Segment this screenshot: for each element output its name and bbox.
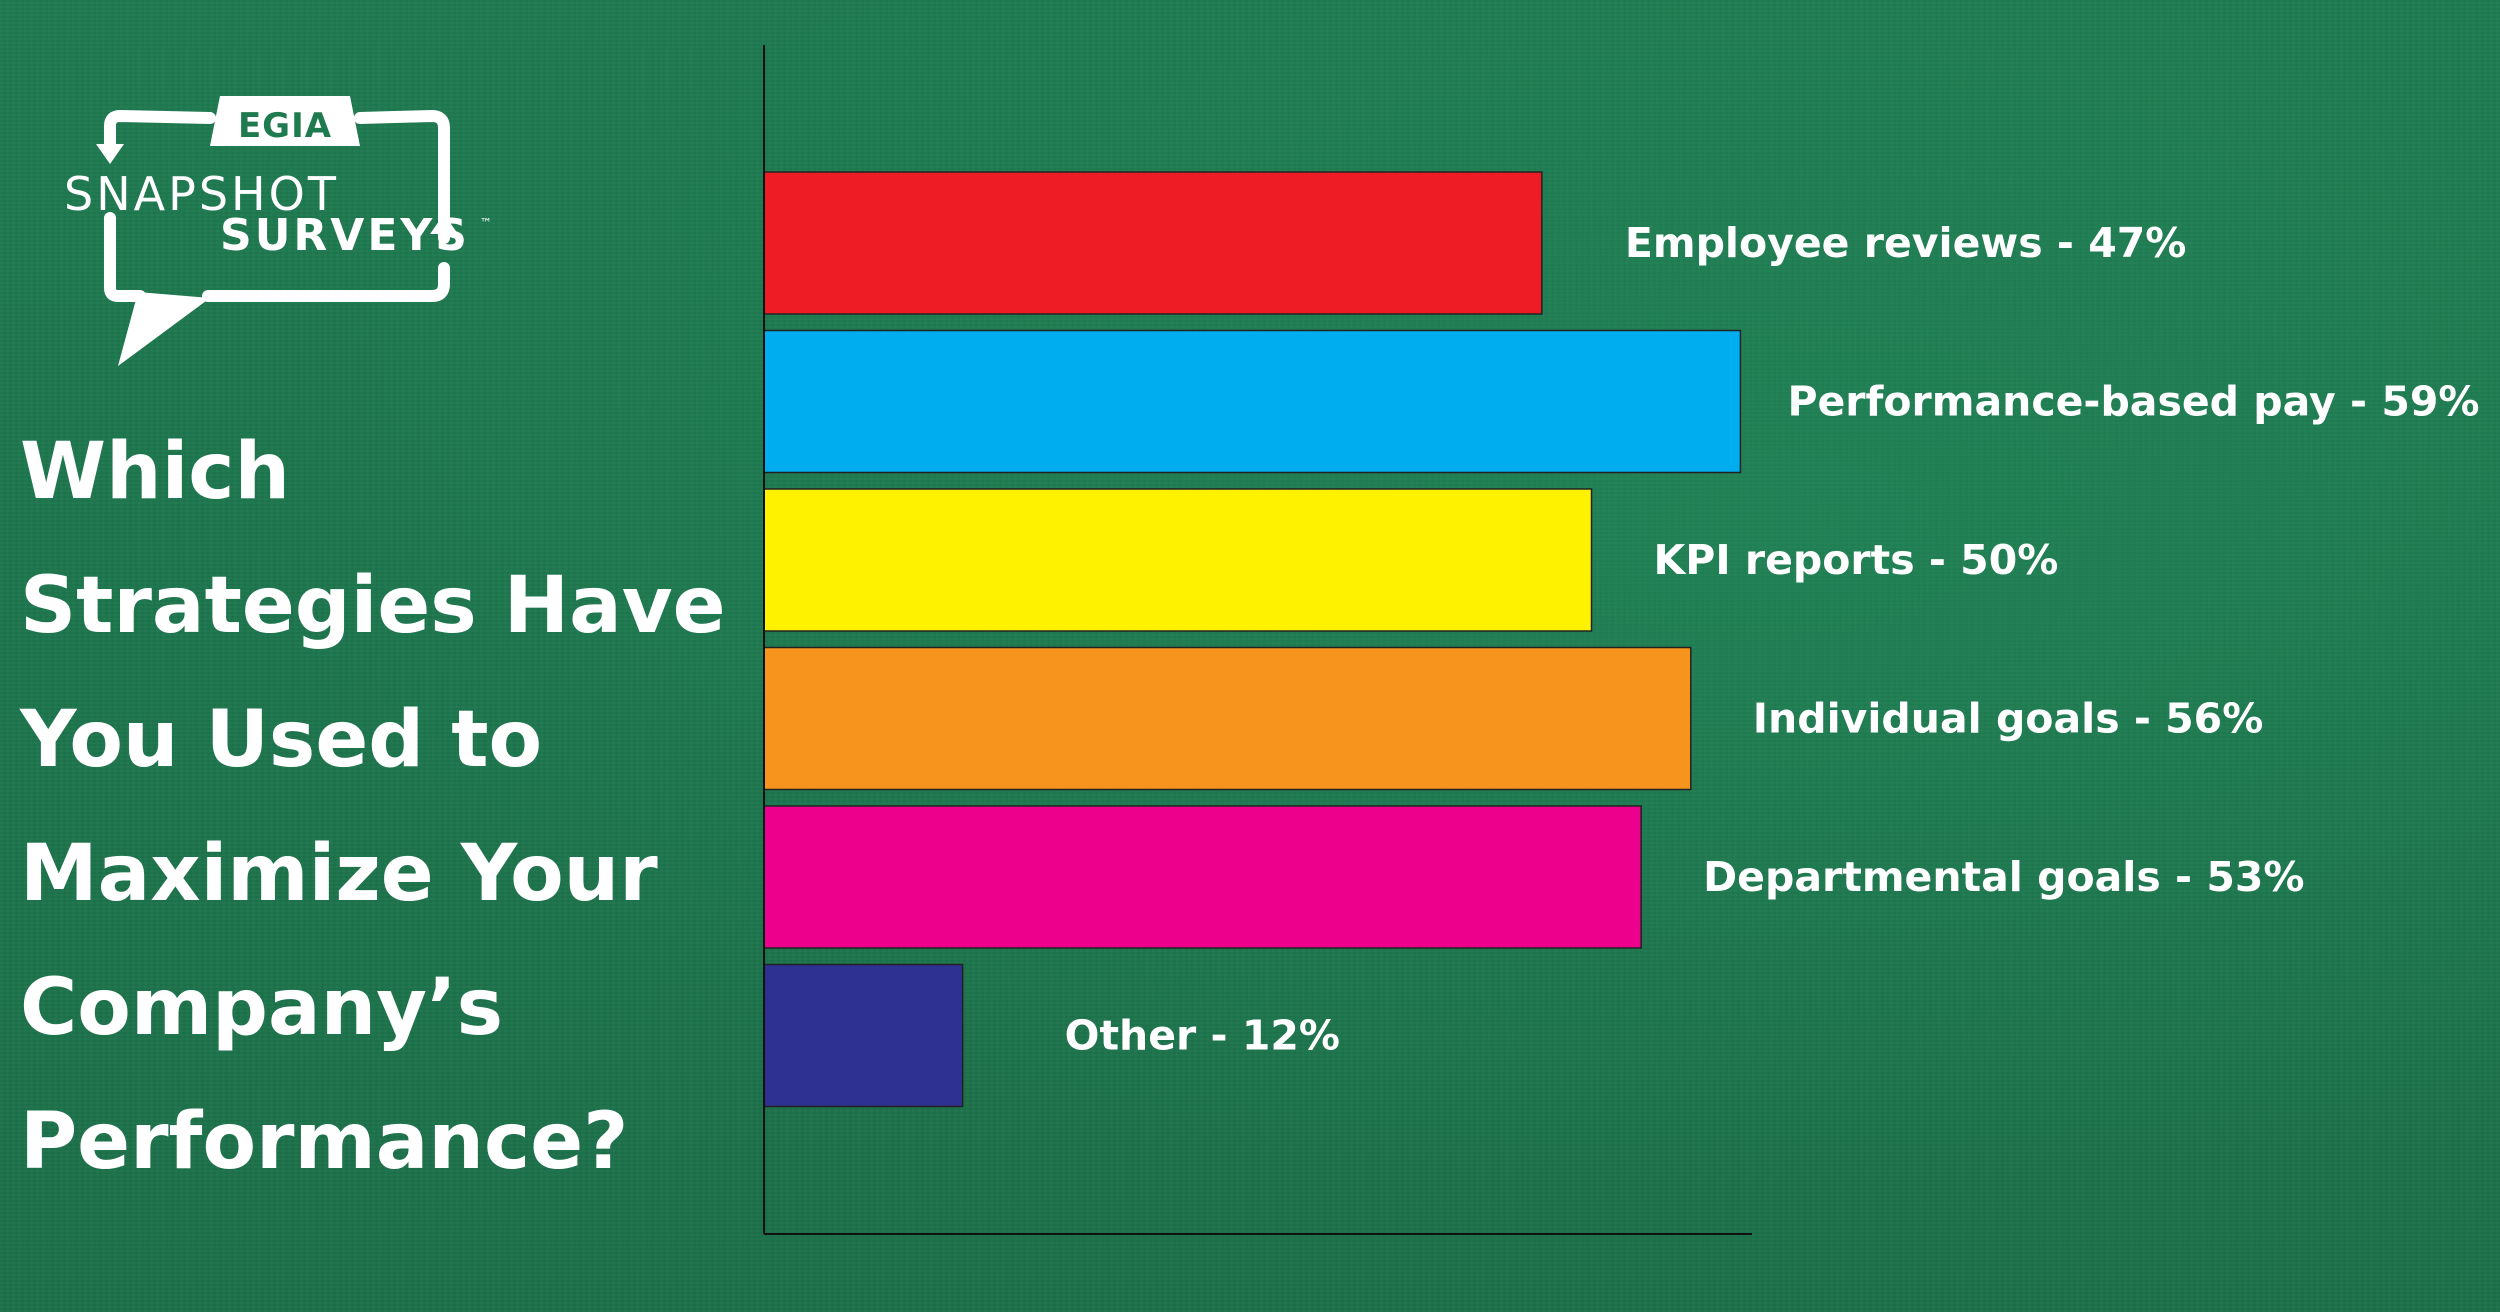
bar-employee-reviews <box>763 171 1543 315</box>
bar-performance-based-pay <box>763 329 1742 474</box>
bar-label: Performance-based pay - 59% <box>1787 378 2479 426</box>
logo-surveys-text: SURVEYS <box>220 210 470 261</box>
speech-bubble-icon <box>96 96 458 366</box>
bar-label: Other - 12% <box>1065 1012 1340 1060</box>
question-line: Maximize Your <box>20 829 658 919</box>
question-line: Which <box>20 427 291 517</box>
survey-question: Which Strategies Have You Used to Maximi… <box>20 405 760 1209</box>
question-line: Performance? <box>20 1097 629 1187</box>
question-line: Strategies Have <box>20 561 726 651</box>
bar-kpi-reports <box>763 488 1593 632</box>
bar-other <box>763 963 964 1108</box>
bar-label: Individual goals - 56% <box>1753 695 2264 743</box>
bar-individual-goals <box>763 646 1692 791</box>
bars-group <box>763 171 1742 1108</box>
logo-snapshot-text: SNAPSHOT <box>64 167 339 221</box>
egia-snapshot-surveys-logo: EGIA SNAPSHOT SURVEYS ™ <box>60 88 510 378</box>
bar-label: Employee reviews - 47% <box>1625 219 2187 267</box>
bar-label: Departmental goals - 53% <box>1703 853 2304 901</box>
bar-label: KPI reports - 50% <box>1654 536 2059 584</box>
bar-departmental-goals <box>763 805 1642 949</box>
logo-brand-text: EGIA <box>237 106 333 146</box>
labels-group: Employee reviews - 47% Performance-based … <box>1065 219 2480 1060</box>
question-line: Company’s <box>20 963 504 1053</box>
trademark-mark: ™ <box>480 216 492 230</box>
question-line: You Used to <box>20 695 543 785</box>
